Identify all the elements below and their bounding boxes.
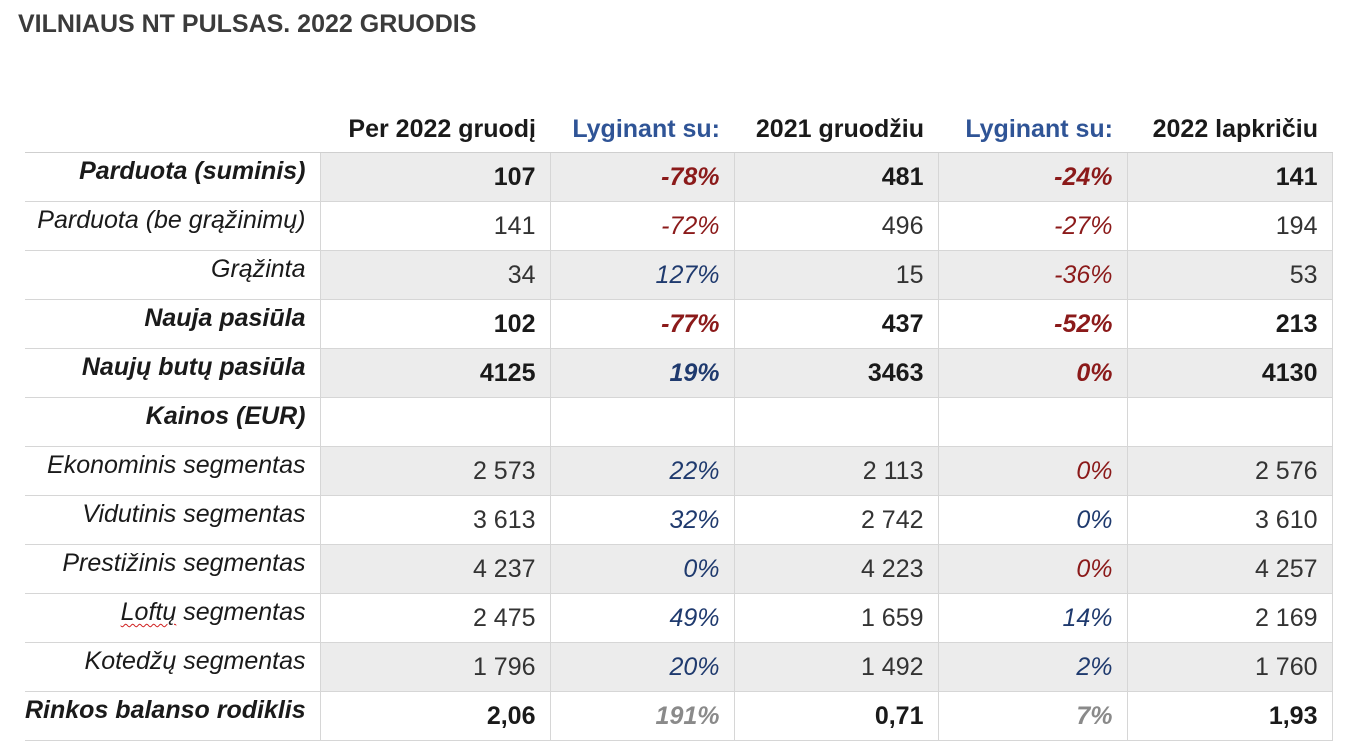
header-current-month: Per 2022 gruodį: [320, 106, 550, 153]
row-label: Rinkos balanso rodiklis: [25, 691, 320, 741]
cell-current: 2 573: [319, 446, 550, 496]
cell-change-month: 0%: [937, 446, 1127, 496]
row-label: Naujų butų pasiūla: [25, 348, 320, 398]
cell-last-year: [733, 397, 938, 447]
cell-change-month: 0%: [937, 348, 1127, 398]
cell-last-year: 1 492: [733, 642, 938, 692]
row-label: Nauja pasiūla: [25, 299, 320, 349]
cell-change-year: 49%: [549, 593, 734, 643]
table-header-row: Per 2022 gruodį Lyginant su: 2021 gruodž…: [25, 106, 1332, 153]
cell-last-month: 53: [1126, 250, 1333, 300]
cell-last-month: 213: [1126, 299, 1333, 349]
cell-last-month: 1 760: [1126, 642, 1333, 692]
page-title: VILNIAUS NT PULSAS. 2022 GRUODIS: [18, 10, 477, 38]
cell-change-year: 20%: [549, 642, 734, 692]
cell-current: 141: [319, 201, 550, 251]
cell-change-month: 0%: [937, 544, 1127, 594]
cell-change-month: -52%: [937, 299, 1127, 349]
cell-current: 34: [319, 250, 550, 300]
table-row: Rinkos balanso rodiklis 2,06 191% 0,71 7…: [25, 691, 1333, 741]
cell-last-year: 481: [733, 152, 938, 202]
row-label: Parduota (suminis): [25, 152, 320, 202]
table-row: Ekonominis segmentas 2 573 22% 2 113 0% …: [25, 446, 1333, 496]
cell-current: 2 475: [319, 593, 550, 643]
header-last-month: 2022 lapkričiu: [1127, 106, 1332, 153]
cell-last-month: 4 257: [1126, 544, 1333, 594]
real-estate-pulse-table: Per 2022 gruodį Lyginant su: 2021 gruodž…: [25, 106, 1333, 741]
cell-current: 1 796: [319, 642, 550, 692]
header-compare-2: Lyginant su:: [938, 106, 1127, 153]
row-label: Kotedžų segmentas: [25, 642, 320, 692]
cell-last-month: 2 169: [1126, 593, 1333, 643]
cell-last-month: 141: [1126, 152, 1333, 202]
row-label: Ekonominis segmentas: [25, 446, 320, 496]
cell-last-year: 4 223: [733, 544, 938, 594]
cell-current: 102: [319, 299, 550, 349]
table-row: Kotedžų segmentas 1 796 20% 1 492 2% 1 7…: [25, 642, 1333, 692]
cell-last-year: 2 742: [733, 495, 938, 545]
table-row: Prestižinis segmentas 4 237 0% 4 223 0% …: [25, 544, 1333, 594]
cell-last-month: 194: [1126, 201, 1333, 251]
cell-current: [319, 397, 550, 447]
cell-change-year: -72%: [549, 201, 734, 251]
cell-change-month: -24%: [937, 152, 1127, 202]
cell-change-year: 32%: [549, 495, 734, 545]
cell-last-year: 3463: [733, 348, 938, 398]
cell-last-month: 2 576: [1126, 446, 1333, 496]
cell-last-month: 3 610: [1126, 495, 1333, 545]
cell-change-year: -77%: [549, 299, 734, 349]
cell-change-month: [937, 397, 1127, 447]
cell-change-year: 19%: [549, 348, 734, 398]
cell-last-year: 0,71: [733, 691, 938, 741]
cell-current: 2,06: [319, 691, 550, 741]
cell-change-month: 14%: [937, 593, 1127, 643]
cell-change-year: 22%: [549, 446, 734, 496]
cell-last-year: 496: [733, 201, 938, 251]
row-label: Prestižinis segmentas: [25, 544, 320, 594]
cell-change-year: [549, 397, 734, 447]
cell-last-month: 1,93: [1126, 691, 1333, 741]
row-label: Grąžinta: [25, 250, 320, 300]
cell-change-month: -36%: [937, 250, 1127, 300]
table-row: Naujų butų pasiūla 4125 19% 3463 0% 4130: [25, 348, 1333, 398]
cell-last-year: 2 113: [733, 446, 938, 496]
cell-last-year: 437: [733, 299, 938, 349]
row-label: Parduota (be grąžinimų): [25, 201, 320, 251]
cell-change-month: 7%: [937, 691, 1127, 741]
cell-last-month: [1126, 397, 1333, 447]
row-label-rest: segmentas: [176, 598, 306, 626]
cell-last-year: 1 659: [733, 593, 938, 643]
cell-current: 107: [319, 152, 550, 202]
table-row: Parduota (suminis) 107 -78% 481 -24% 141: [25, 152, 1333, 202]
cell-current: 4125: [319, 348, 550, 398]
cell-change-month: 2%: [937, 642, 1127, 692]
row-label: Vidutinis segmentas: [25, 495, 320, 545]
table-row: Loftų segmentas 2 475 49% 1 659 14% 2 16…: [25, 593, 1333, 643]
table-row: Nauja pasiūla 102 -77% 437 -52% 213: [25, 299, 1333, 349]
cell-current: 3 613: [319, 495, 550, 545]
table-row-section: Kainos (EUR): [25, 397, 1333, 447]
cell-change-year: -78%: [549, 152, 734, 202]
cell-change-year: 191%: [549, 691, 734, 741]
row-label: Loftų segmentas: [25, 593, 320, 643]
row-label-word: Loftų: [120, 598, 177, 626]
table-row: Parduota (be grąžinimų) 141 -72% 496 -27…: [25, 201, 1333, 251]
cell-change-month: -27%: [937, 201, 1127, 251]
header-last-year: 2021 gruodžiu: [734, 106, 938, 153]
table-row: Grąžinta 34 127% 15 -36% 53: [25, 250, 1333, 300]
cell-change-month: 0%: [937, 495, 1127, 545]
header-compare-1: Lyginant su:: [550, 106, 734, 153]
header-blank: [25, 106, 320, 153]
cell-last-year: 15: [733, 250, 938, 300]
cell-last-month: 4130: [1126, 348, 1333, 398]
cell-current: 4 237: [319, 544, 550, 594]
table-row: Vidutinis segmentas 3 613 32% 2 742 0% 3…: [25, 495, 1333, 545]
cell-change-year: 0%: [549, 544, 734, 594]
row-label: Kainos (EUR): [25, 397, 320, 447]
cell-change-year: 127%: [549, 250, 734, 300]
